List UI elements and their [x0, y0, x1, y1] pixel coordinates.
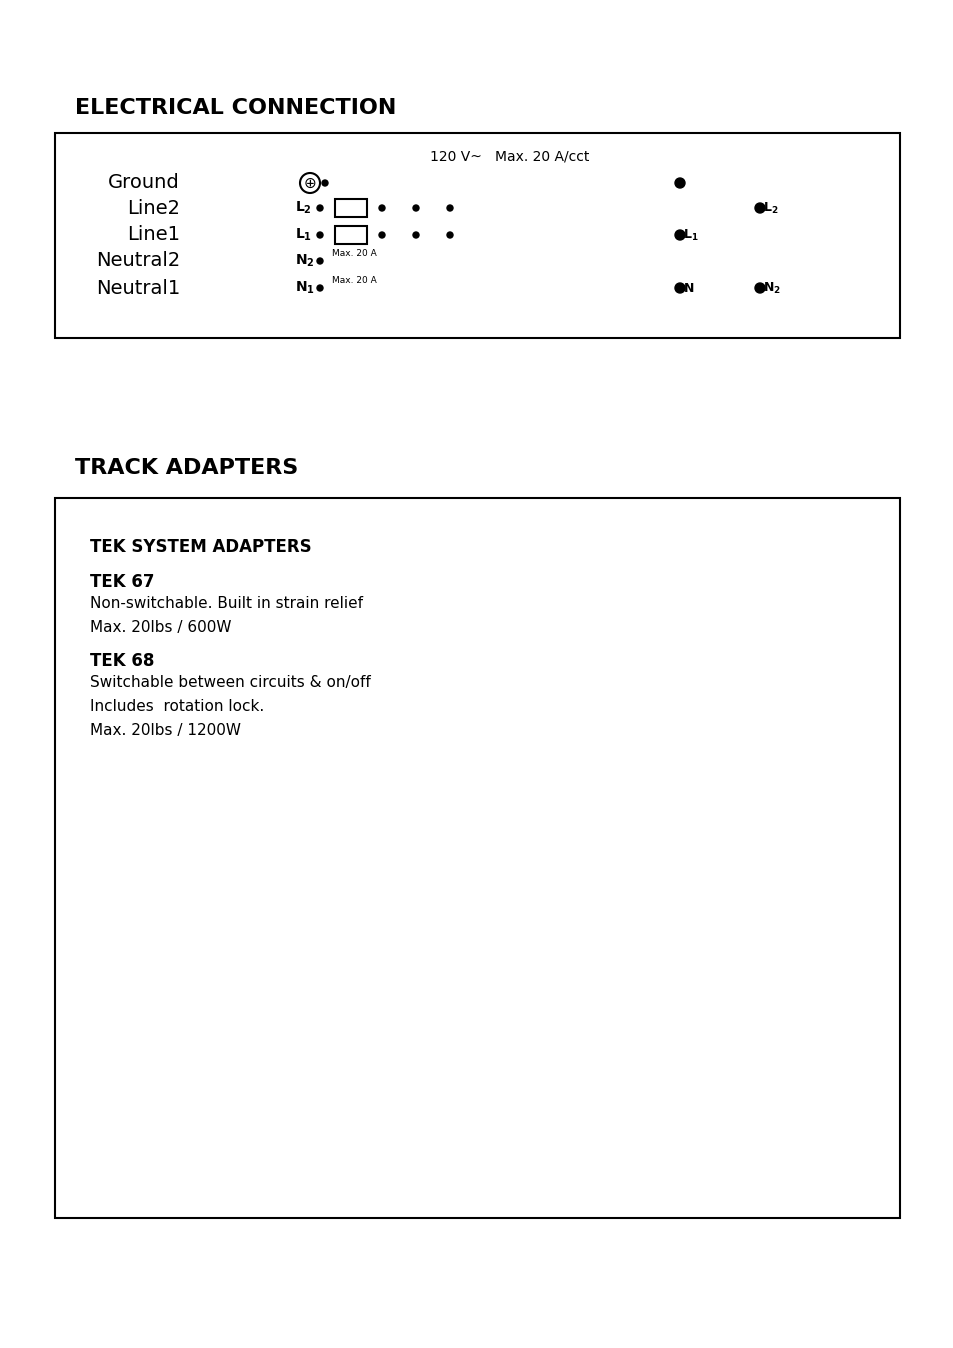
Text: TEK 67: TEK 67 — [90, 573, 154, 590]
Text: Line1: Line1 — [127, 225, 180, 244]
Text: TEK 68: TEK 68 — [90, 652, 154, 670]
Text: Neutral1: Neutral1 — [95, 279, 180, 298]
Circle shape — [413, 205, 418, 212]
Text: $\mathbf{L_2}$: $\mathbf{L_2}$ — [294, 200, 312, 216]
Text: TRACK ADAPTERS: TRACK ADAPTERS — [75, 458, 298, 479]
Text: Max. 20 A: Max. 20 A — [332, 249, 376, 257]
Text: $\mathbf{N_1}$: $\mathbf{N_1}$ — [294, 280, 314, 297]
Text: TEK SYSTEM ADAPTERS: TEK SYSTEM ADAPTERS — [90, 538, 312, 555]
Text: Non-switchable. Built in strain relief: Non-switchable. Built in strain relief — [90, 596, 363, 611]
Text: $\oplus$: $\oplus$ — [303, 175, 316, 190]
Text: $\mathbf{L_1}$: $\mathbf{L_1}$ — [294, 226, 312, 243]
Circle shape — [675, 231, 684, 240]
Bar — [55, 497, 899, 1219]
Circle shape — [378, 232, 385, 239]
Circle shape — [316, 205, 323, 212]
Text: Neutral2: Neutral2 — [95, 252, 180, 271]
Circle shape — [675, 283, 684, 293]
Circle shape — [447, 232, 453, 239]
Text: Includes  rotation lock.: Includes rotation lock. — [90, 700, 264, 714]
Circle shape — [447, 205, 453, 212]
Text: $\mathbf{N_2}$: $\mathbf{N_2}$ — [762, 280, 781, 295]
Text: $\mathbf{L_1}$: $\mathbf{L_1}$ — [682, 228, 698, 243]
Bar — [55, 133, 899, 338]
Text: Max. 20lbs / 1200W: Max. 20lbs / 1200W — [90, 723, 241, 737]
Text: Max. 20lbs / 600W: Max. 20lbs / 600W — [90, 620, 232, 635]
Circle shape — [316, 232, 323, 239]
Text: Max. 20 A: Max. 20 A — [332, 276, 376, 284]
Circle shape — [378, 205, 385, 212]
Text: ELECTRICAL CONNECTION: ELECTRICAL CONNECTION — [75, 98, 395, 119]
Circle shape — [754, 204, 764, 213]
Text: $\mathbf{N_2}$: $\mathbf{N_2}$ — [294, 253, 314, 270]
Text: $\mathbf{L_2}$: $\mathbf{L_2}$ — [762, 201, 778, 216]
Text: Line2: Line2 — [127, 198, 180, 217]
Bar — [335, 226, 367, 244]
Circle shape — [413, 232, 418, 239]
Bar — [335, 200, 367, 217]
Text: $\mathbf{N}$: $\mathbf{N}$ — [682, 282, 694, 294]
Text: Switchable between circuits & on/off: Switchable between circuits & on/off — [90, 675, 371, 690]
Circle shape — [316, 284, 323, 291]
Text: Ground: Ground — [108, 174, 180, 193]
Circle shape — [316, 257, 323, 264]
Circle shape — [299, 173, 319, 193]
Circle shape — [322, 181, 328, 186]
Circle shape — [754, 283, 764, 293]
Circle shape — [675, 178, 684, 187]
Text: 120 V~   Max. 20 A/cct: 120 V~ Max. 20 A/cct — [430, 150, 589, 163]
